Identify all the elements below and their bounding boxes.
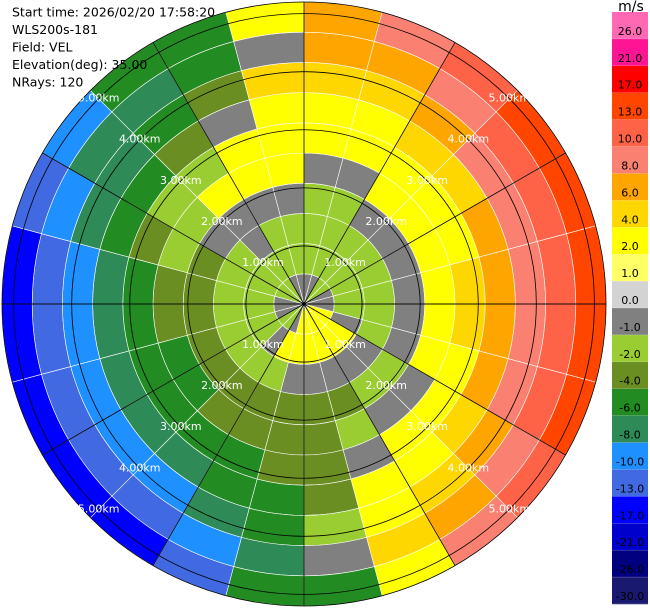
colorbar-band [612,65,648,94]
colorbar-label: -17.0 [616,509,644,522]
colorbar-label: 17.0 [618,79,643,92]
grid [1,1,607,607]
range-ring [129,129,479,479]
velocity-cell [122,303,159,352]
velocity-cell [303,122,352,159]
ring-labels: 1.00km 1.00km 1.00km 1.00km 2.00km 2.00km 2.00… [78,92,530,516]
velocity-cell [122,256,159,305]
colorbar-band [612,119,648,147]
ring-label: 4.00km [447,133,489,146]
colorbar: 26.0 21.0 17.0 13.0 10.0 8.0 6.0 4.0 2.0 1.0 0.0 -1… [612,0,648,605]
ring-label: 2.00km [201,215,243,228]
ring-label: 1.00km [324,256,366,269]
spoke [303,42,456,305]
ring-label: 5.00km [78,502,120,515]
colorbar-band [612,92,648,120]
colorbar-label: 0.0 [621,294,639,307]
colorbar-band [612,308,648,336]
colorbar-label: -13.0 [616,482,644,495]
range-ring [71,71,537,537]
colorbar-label: 6.0 [621,186,639,199]
ring-label: 3.00km [406,174,448,187]
colorbar-label: 26.0 [618,25,643,38]
colorbar-label: -10.0 [616,455,644,468]
colorbar-label: -4.0 [619,375,640,388]
range-ring [187,187,421,421]
colorbar-band [612,469,648,497]
header: Start time: 2026/02/20 17:58:20 WLS200s-1… [12,5,215,90]
colorbar-label: 2.0 [621,240,639,253]
colorbar-band [612,550,648,578]
header-line: NRays: 120 [12,75,83,90]
colorbar-label: 13.0 [618,106,643,119]
spoke [303,303,566,456]
colorbar-label: 21.0 [618,52,643,65]
spoke [152,42,305,305]
ring-label: 2.00km [365,379,407,392]
header-line: WLS200s-181 [12,22,98,37]
colorbar-unit: m/s [618,0,644,15]
colorbar-label: -30.0 [616,590,644,603]
velocity-cell [449,303,486,352]
spoke [152,303,305,566]
ring-label: 3.00km [160,420,202,433]
spoke [42,303,305,456]
colorbar-band [612,173,648,201]
colorbar-label: -8.0 [619,429,640,442]
ring-label: 5.00km [489,92,531,105]
field [1,1,607,607]
spoke [303,152,566,305]
colorbar-band [612,577,648,605]
range-ring [245,245,363,363]
ring-label: 4.00km [119,461,161,474]
colorbar-band [612,200,648,228]
colorbar-label: -26.0 [616,563,644,576]
ring-label: 4.00km [119,133,161,146]
velocity-cell [256,122,305,159]
colorbar-band [612,523,648,551]
ring-label: 2.00km [365,215,407,228]
colorbar-band [612,496,648,524]
colorbar-label: -1.0 [619,321,640,334]
colorbar-label: 10.0 [618,133,643,146]
colorbar-band [612,361,648,390]
ring-label: 1.00km [324,338,366,351]
velocity-cell [256,449,305,486]
ring-label: 5.00km [78,92,120,105]
ring-label: 4.00km [447,461,489,474]
colorbar-band [612,442,648,470]
colorbar-band [612,227,648,255]
colorbar-band [612,38,648,67]
colorbar-band [612,254,648,282]
colorbar-label: -6.0 [619,402,640,415]
header-line: Field: VEL [12,40,72,55]
colorbar-label: 1.0 [621,267,639,280]
colorbar-band [612,415,648,443]
spoke [42,152,305,305]
header-line: Elevation(deg): 35.00 [12,57,147,72]
colorbar-band [612,146,648,174]
ring-label: 3.00km [406,420,448,433]
ring-label: 3.00km [160,174,202,187]
colorbar-label: 8.0 [621,159,639,172]
ring-label: 1.00km [242,338,284,351]
ring-label: 2.00km [201,379,243,392]
colorbar-band [612,334,648,363]
velocity-cell [449,256,486,305]
colorbar-band [612,12,648,40]
colorbar-label: -2.0 [619,348,640,361]
ring-label: 5.00km [489,502,531,515]
ring-label: 1.00km [242,256,284,269]
colorbar-band [612,281,648,309]
spoke [303,303,456,566]
colorbar-label: -21.0 [616,536,644,549]
velocity-cell [303,449,352,486]
range-ring [13,13,595,595]
colorbar-band [612,388,648,416]
header-line: Start time: 2026/02/20 17:58:20 [12,5,215,20]
colorbar-label: 4.0 [621,213,639,226]
